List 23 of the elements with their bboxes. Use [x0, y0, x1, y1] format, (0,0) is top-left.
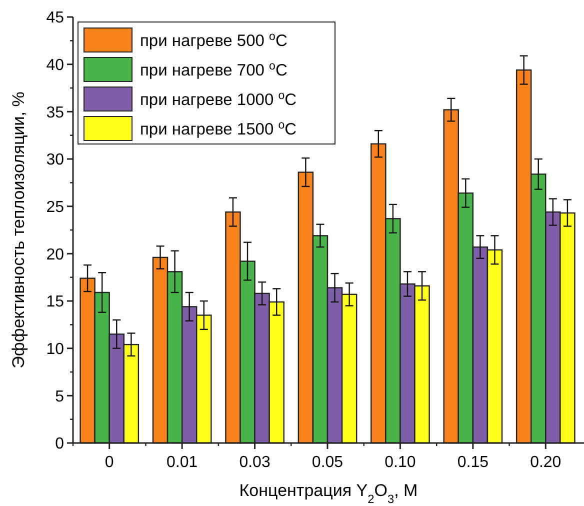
y-tick-label: 0 [55, 436, 64, 453]
y-tick-label: 40 [46, 56, 64, 74]
x-tick-label: 0.10 [384, 454, 416, 471]
x-tick-label: 0.20 [530, 454, 562, 471]
y-tick-label: 10 [46, 340, 64, 358]
x-tick-label: 0 [104, 454, 114, 471]
legend-label: при нагреве 1500 $^{o}$C [140, 119, 297, 138]
y-tick-label: 5 [55, 388, 64, 406]
y-tick-label: 20 [46, 246, 64, 264]
y-tick-label: 35 [46, 104, 64, 122]
legend-label: при нагреве 500 $^{o}$C [140, 30, 288, 50]
y-axis-title: Эффективность теплоизоляции, % [9, 92, 28, 368]
y-tick-label: 45 [46, 10, 64, 27]
y-tick-label: 15 [46, 294, 64, 311]
y-tick-label: 25 [46, 198, 64, 216]
x-axis-title: Концентрация Y$_{2}$O$_{3}$, M [239, 481, 418, 506]
x-tick-label: 0.05 [312, 454, 344, 471]
legend-label: при нагреве 1000 $^{o}$C [140, 90, 297, 109]
x-tick-label: 0.01 [166, 454, 198, 471]
x-tick-label: 0.15 [457, 454, 489, 471]
y-tick-label: 30 [46, 152, 64, 169]
x-tick-label: 0.03 [239, 454, 270, 471]
legend-label: при нагреве 700 $^{o}$C [140, 60, 288, 80]
